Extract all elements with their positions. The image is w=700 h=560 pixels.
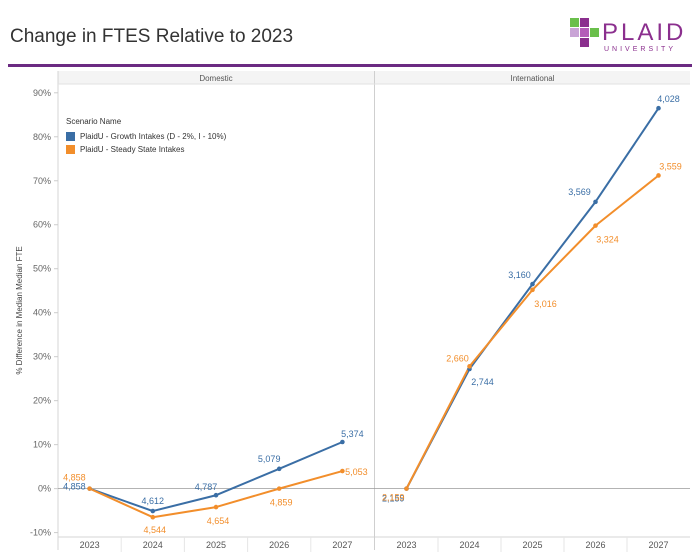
series-line-steady-international [405, 174, 660, 490]
data-label: 5,079 [258, 454, 281, 464]
legend-item-steady[interactable]: PlaidU - Steady State Intakes [66, 143, 226, 156]
data-point [150, 514, 156, 520]
y-tick-label: 20% [33, 396, 51, 406]
data-point [276, 466, 282, 472]
data-point [150, 508, 156, 514]
legend-swatch-steady [66, 145, 75, 154]
data-point [340, 439, 345, 445]
data-point [213, 504, 219, 510]
x-tick-label: 2026 [269, 540, 289, 550]
logo-wordmark: PLAID [602, 19, 687, 46]
data-label: 4,544 [144, 525, 167, 535]
data-label: 3,324 [596, 235, 619, 245]
legend-swatch-growth [66, 132, 75, 141]
data-label: 4,654 [207, 516, 230, 526]
data-point [530, 281, 535, 287]
panel-title-domestic: Domestic [199, 74, 232, 83]
data-label: 5,053 [345, 467, 368, 477]
data-label: 5,374 [341, 429, 364, 439]
page-title: Change in FTES Relative to 2023 [10, 26, 294, 47]
x-tick-label: 2024 [143, 540, 163, 550]
x-tick-label: 2023 [80, 540, 100, 550]
report-header: Change in FTES Relative to 2023 PLAID UN… [0, 0, 700, 68]
data-point [530, 287, 535, 293]
series-line-growth-domestic [89, 441, 343, 513]
data-label: 4,787 [195, 482, 218, 492]
x-tick-label: 2024 [459, 540, 479, 550]
header-rule [8, 64, 692, 67]
data-label: 3,016 [534, 299, 557, 309]
data-label: 4,612 [142, 496, 165, 506]
data-label: 4,858 [63, 473, 86, 483]
plaid-logo: PLAID UNIVERSITY [568, 16, 698, 56]
legend-item-growth[interactable]: PlaidU - Growth Intakes (D - 2%, I - 10%… [66, 130, 226, 143]
data-point [656, 173, 661, 178]
x-tick-label: 2025 [522, 540, 542, 550]
data-point [213, 492, 219, 498]
data-label: 4,859 [270, 498, 293, 508]
data-label: 3,559 [659, 161, 682, 171]
data-point [276, 486, 282, 491]
data-label: 2,159 [382, 493, 405, 503]
series-line-growth-international [405, 107, 660, 490]
legend-title: Scenario Name [66, 117, 122, 126]
chart-legend: Scenario Name PlaidU - Growth Intakes (D… [66, 117, 226, 156]
data-label: 4,028 [657, 94, 680, 104]
data-label: 2,744 [471, 377, 494, 387]
data-label: 3,160 [508, 270, 531, 280]
x-tick-label: 2027 [332, 540, 352, 550]
data-point [87, 486, 92, 491]
y-tick-label: 70% [33, 176, 51, 186]
legend-label-growth: PlaidU - Growth Intakes (D - 2%, I - 10%… [80, 132, 227, 141]
data-point [340, 468, 345, 474]
y-tick-label: -10% [30, 528, 51, 538]
data-label: 4,858 [63, 482, 86, 492]
plaid-logo-icon [570, 18, 599, 47]
x-tick-label: 2027 [648, 540, 668, 550]
x-tick-label: 2025 [206, 540, 226, 550]
data-point [404, 486, 409, 491]
x-tick-label: 2023 [396, 540, 416, 550]
legend-label-steady: PlaidU - Steady State Intakes [80, 145, 185, 154]
y-tick-label: 10% [33, 440, 51, 450]
x-tick-label: 2026 [585, 540, 605, 550]
y-tick-label: 60% [33, 220, 51, 230]
y-tick-label: 40% [33, 308, 51, 318]
data-label: 3,569 [568, 187, 591, 197]
y-axis-title: % Difference in Median Median FTE [15, 246, 24, 374]
data-label: 2,660 [446, 353, 469, 363]
data-point [467, 364, 472, 369]
data-label: 2,159 [382, 494, 405, 504]
y-tick-label: 30% [33, 352, 51, 362]
y-tick-label: 50% [33, 264, 51, 274]
y-tick-label: 0% [38, 484, 51, 494]
data-point [593, 223, 598, 228]
data-point [593, 199, 598, 205]
data-point [656, 105, 661, 111]
y-tick-label: 90% [33, 88, 51, 98]
panel-title-international: International [510, 74, 554, 83]
y-tick-label: 80% [33, 132, 51, 142]
logo-subtitle: UNIVERSITY [604, 46, 677, 53]
